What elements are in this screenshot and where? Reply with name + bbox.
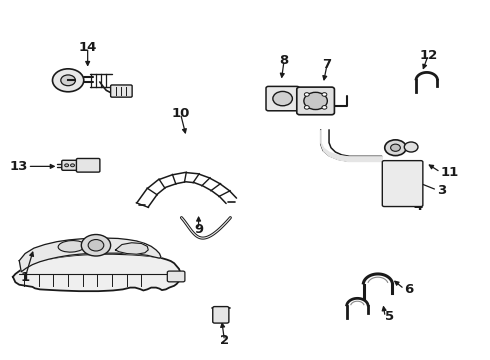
Text: 6: 6 xyxy=(404,283,414,296)
Circle shape xyxy=(81,234,111,256)
Circle shape xyxy=(304,92,327,109)
Text: 10: 10 xyxy=(172,107,190,120)
Circle shape xyxy=(61,75,75,86)
Circle shape xyxy=(52,69,84,92)
Text: 4: 4 xyxy=(414,201,423,213)
Circle shape xyxy=(322,105,327,109)
Circle shape xyxy=(304,105,309,109)
Circle shape xyxy=(322,93,327,96)
Text: 8: 8 xyxy=(279,54,289,67)
Text: 9: 9 xyxy=(194,222,203,236)
Polygon shape xyxy=(116,243,148,254)
Polygon shape xyxy=(13,254,180,291)
FancyBboxPatch shape xyxy=(382,161,423,207)
FancyBboxPatch shape xyxy=(213,307,229,323)
Circle shape xyxy=(391,144,400,151)
Ellipse shape xyxy=(58,240,85,252)
Text: 3: 3 xyxy=(437,184,446,197)
Text: 11: 11 xyxy=(441,166,459,179)
Circle shape xyxy=(273,91,293,106)
Circle shape xyxy=(65,164,69,167)
Text: 1: 1 xyxy=(21,271,30,284)
FancyBboxPatch shape xyxy=(167,271,185,282)
Text: 14: 14 xyxy=(78,41,97,54)
Circle shape xyxy=(71,164,74,167)
Text: 12: 12 xyxy=(419,49,438,62)
Circle shape xyxy=(304,93,309,96)
Text: 2: 2 xyxy=(220,334,229,347)
Circle shape xyxy=(385,140,406,156)
Circle shape xyxy=(88,239,104,251)
FancyBboxPatch shape xyxy=(76,158,100,172)
FancyBboxPatch shape xyxy=(297,87,334,115)
FancyBboxPatch shape xyxy=(111,85,132,97)
FancyBboxPatch shape xyxy=(62,160,78,170)
Polygon shape xyxy=(19,238,161,272)
Text: 7: 7 xyxy=(322,58,332,71)
FancyBboxPatch shape xyxy=(266,86,299,111)
Text: 5: 5 xyxy=(385,310,394,324)
Text: 13: 13 xyxy=(9,160,27,173)
Circle shape xyxy=(404,142,418,152)
